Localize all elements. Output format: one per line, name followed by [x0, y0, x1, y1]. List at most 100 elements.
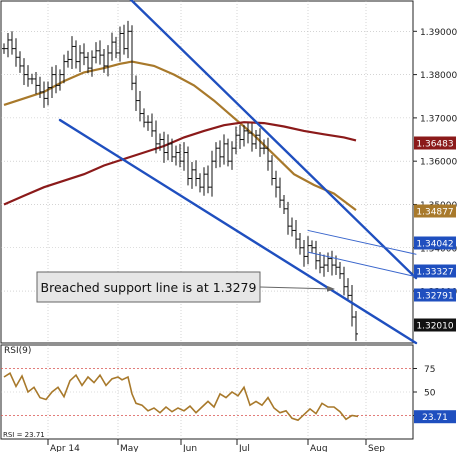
- price-bar: [310, 240, 314, 253]
- price-bar: [74, 40, 78, 69]
- price-bar: [42, 81, 46, 108]
- price-bar: [266, 137, 270, 171]
- price-bar: [258, 128, 262, 157]
- price-bar: [170, 138, 174, 163]
- price-bar: [102, 49, 106, 73]
- price-bar: [46, 81, 50, 106]
- price-tag-box: [414, 318, 456, 332]
- price-bar: [350, 284, 354, 327]
- price-bar: [282, 194, 286, 214]
- x-tick-label: May: [120, 444, 139, 452]
- price-bar: [122, 24, 126, 55]
- price-bar: [178, 143, 182, 168]
- price-bar: [218, 140, 222, 168]
- rsi-legend: RSI = 23.71: [3, 431, 45, 439]
- price-bar: [2, 43, 6, 54]
- price-bar: [318, 252, 322, 274]
- trendline: [307, 251, 417, 278]
- rsi-line: [3, 372, 359, 422]
- price-bar: [202, 167, 206, 196]
- price-bar: [290, 217, 294, 237]
- price-bar: [330, 250, 334, 276]
- price-bar: [86, 52, 90, 74]
- rsi-value-label: 23.71: [422, 413, 448, 423]
- price-tag-label: 1.33327: [416, 268, 453, 278]
- price-tag-label: 1.34877: [416, 208, 453, 218]
- price-tag: 1.34042: [414, 236, 456, 250]
- price-tag-label: 1.34042: [416, 240, 453, 250]
- price-tag-box: [414, 264, 456, 278]
- price-tick-label: 1.39000: [420, 28, 457, 38]
- trendlines: [58, 0, 418, 345]
- price-tag-box: [414, 288, 456, 302]
- price-bar: [154, 120, 158, 154]
- price-bar: [94, 42, 98, 64]
- price-bar: [246, 123, 250, 144]
- price-bar: [38, 76, 42, 98]
- price-tag: 1.36483: [414, 136, 456, 150]
- price-bar: [10, 31, 14, 55]
- price-bar: [206, 165, 210, 194]
- price-tick-label: 1.37000: [420, 114, 457, 124]
- price-panel: [0, 0, 414, 344]
- price-tag-label: 1.36483: [416, 140, 453, 150]
- price-bar: [26, 65, 30, 87]
- price-tag-label: 1.32791: [416, 292, 453, 302]
- annotation-text: Breached support line is at 1.3279: [41, 280, 257, 295]
- x-tick-label: Apr 14: [50, 444, 80, 452]
- price-bar: [322, 254, 326, 277]
- price-tag: 1.34877: [414, 204, 456, 218]
- price-bars: [2, 20, 358, 341]
- price-bar: [234, 126, 238, 155]
- price-axis: 1.390001.380001.370001.360001.350001.340…: [413, 28, 457, 332]
- price-tag: 1.32010: [414, 318, 456, 332]
- rsi-tick-label: 75: [424, 365, 435, 375]
- price-bar: [230, 141, 234, 170]
- price-bar: [30, 73, 34, 85]
- price-tag-box: [414, 236, 456, 250]
- price-bar: [194, 160, 198, 187]
- price-bar: [186, 146, 190, 186]
- price-bar: [70, 36, 74, 69]
- price-bar: [114, 36, 118, 59]
- price-bar: [174, 145, 178, 166]
- price-bar: [142, 108, 146, 128]
- annotation: Breached support line is at 1.3279: [36, 271, 335, 303]
- price-bar: [274, 170, 278, 198]
- moving-average-line: [3, 121, 357, 206]
- trendline: [129, 0, 418, 280]
- price-bar: [254, 130, 258, 150]
- price-tag-box: [414, 204, 456, 218]
- price-bar: [134, 75, 138, 111]
- price-bar: [242, 124, 246, 147]
- price-bar: [82, 43, 86, 66]
- price-bar: [226, 138, 230, 167]
- price-bar: [126, 20, 130, 59]
- rsi-tick-label: 50: [424, 389, 436, 399]
- price-bar: [198, 173, 202, 193]
- price-bar: [270, 155, 274, 186]
- price-bar: [338, 262, 342, 279]
- price-tag-box: [414, 136, 456, 150]
- price-bar: [130, 25, 134, 91]
- price-bar: [250, 123, 254, 152]
- price-bar: [262, 139, 266, 155]
- rsi-title: RSI(9): [4, 346, 31, 356]
- price-bar: [14, 38, 18, 67]
- price-tag: 1.33327: [414, 264, 456, 278]
- x-tick-label: Sep: [368, 444, 385, 452]
- price-tag: 1.32791: [414, 288, 456, 302]
- price-tick-label: 1.36000: [420, 158, 457, 168]
- price-bar: [62, 54, 66, 84]
- annotation-arrow: [259, 285, 335, 292]
- price-bar: [182, 142, 186, 171]
- price-bar: [66, 50, 70, 68]
- price-bar: [306, 236, 310, 265]
- price-bar: [150, 113, 154, 137]
- price-bar: [342, 266, 346, 296]
- rsi-axis: 75502523.71: [413, 365, 456, 424]
- price-bar: [166, 134, 170, 161]
- rsi-gridlines: [1, 345, 413, 439]
- price-bar: [210, 150, 214, 197]
